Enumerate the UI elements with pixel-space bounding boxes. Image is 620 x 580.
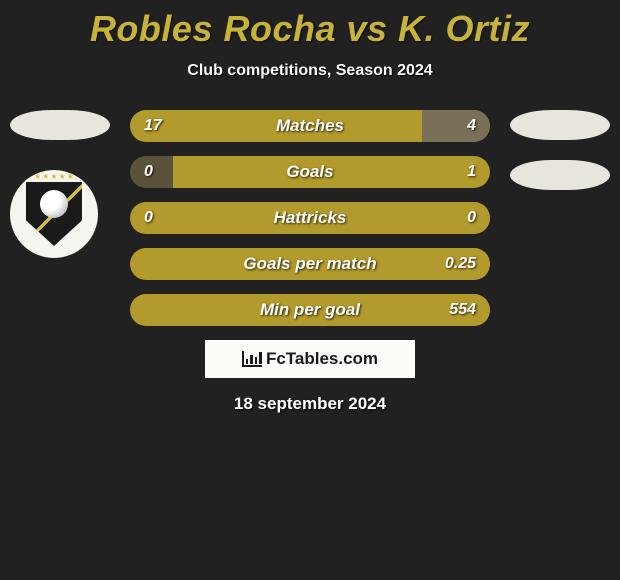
stat-row: 17Matches4 xyxy=(130,110,490,142)
player-badge-right-1 xyxy=(510,110,610,140)
stat-row: 0Hattricks0 xyxy=(130,202,490,234)
stat-value-left: 0 xyxy=(130,209,186,227)
brand-text: FcTables.com xyxy=(266,349,378,369)
stat-label: Goals per match xyxy=(186,254,434,274)
club-logo-left: ★★★★★ xyxy=(10,170,98,258)
stat-value-right: 4 xyxy=(434,117,490,135)
stat-row: 0Goals1 xyxy=(130,156,490,188)
comparison-title: Robles Rocha vs K. Ortiz xyxy=(0,0,620,50)
comparison-date: 18 september 2024 xyxy=(0,394,620,414)
stat-label: Min per goal xyxy=(186,300,434,320)
player-badge-left xyxy=(10,110,110,140)
shield-icon: ★★★★★ xyxy=(26,182,82,246)
left-player-column: ★★★★★ xyxy=(10,110,110,258)
stat-value-right: 0.25 xyxy=(434,255,490,273)
brand-logo: FcTables.com xyxy=(242,349,378,369)
stat-row: Goals per match0.25 xyxy=(130,248,490,280)
right-player-column xyxy=(510,110,610,214)
stat-value-right: 554 xyxy=(434,301,490,319)
stat-bars: 17Matches40Goals10Hattricks0Goals per ma… xyxy=(130,110,490,326)
stat-row: Min per goal554 xyxy=(130,294,490,326)
stat-value-left: 17 xyxy=(130,117,186,135)
stat-label: Hattricks xyxy=(186,208,434,228)
bar-chart-icon xyxy=(242,351,262,367)
player-badge-right-2 xyxy=(510,160,610,190)
comparison-subtitle: Club competitions, Season 2024 xyxy=(0,62,620,80)
brand-logo-box: FcTables.com xyxy=(205,340,415,378)
stat-label: Matches xyxy=(186,116,434,136)
content-area: ★★★★★ 17Matches40Goals10Hattricks0Goals … xyxy=(0,110,620,414)
stat-label: Goals xyxy=(186,162,434,182)
stat-value-left: 0 xyxy=(130,163,186,181)
stat-value-right: 1 xyxy=(434,163,490,181)
stat-value-right: 0 xyxy=(434,209,490,227)
